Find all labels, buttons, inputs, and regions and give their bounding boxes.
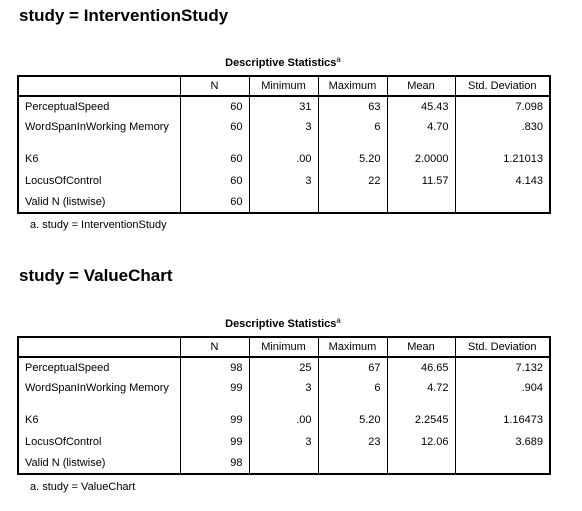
cell-mean: 4.72 <box>386 378 455 410</box>
section-title: study = InterventionStudy <box>19 6 229 25</box>
section-value-chart: study = ValueChart Descriptive Statistic… <box>0 255 582 511</box>
cell-minimum <box>248 453 318 474</box>
cell-mean: 2.0000 <box>386 149 455 171</box>
section-title: study = ValueChart <box>19 266 173 285</box>
cell-maximum: 63 <box>317 96 387 117</box>
cell-mean <box>386 453 455 474</box>
header-row: N Minimum Maximum Mean Std. Deviation <box>18 76 550 97</box>
cell-minimum: 25 <box>248 357 318 378</box>
section-intervention-study: study = InterventionStudy Descriptive St… <box>0 0 582 255</box>
cell-mean: 46.65 <box>386 357 455 378</box>
table-row: Valid N (listwise) 60 <box>18 192 550 213</box>
table-row: LocusOfControl 60 3 22 11.57 4.143 <box>18 171 550 192</box>
row-label: Valid N (listwise) <box>25 196 106 208</box>
cell-minimum: 3 <box>248 171 318 192</box>
cell-n: 99 <box>179 432 249 453</box>
cell-maximum <box>317 192 387 213</box>
table-row: PerceptualSpeed 60 31 63 45.43 7.098 <box>18 96 550 117</box>
column-header: N <box>179 337 249 358</box>
table-caption: Descriptive Statisticsa <box>17 316 549 330</box>
column-header: N <box>179 76 249 97</box>
row-label: WordSpanInWorking Memory <box>25 382 169 394</box>
column-header: Std. Deviation <box>454 76 550 97</box>
cell-minimum: .00 <box>248 410 318 432</box>
table-caption: Descriptive Statisticsa <box>17 55 549 69</box>
header-corner-cell <box>18 76 180 97</box>
cell-n: 60 <box>179 117 249 149</box>
footnote-marker: a <box>336 316 341 325</box>
cell-maximum: 6 <box>317 378 387 410</box>
row-label: LocusOfControl <box>25 175 102 187</box>
cell-std-deviation: 3.689 <box>454 432 550 453</box>
row-label: LocusOfControl <box>25 436 102 448</box>
cell-n: 99 <box>179 378 249 410</box>
cell-maximum: 6 <box>317 117 387 149</box>
column-header: Mean <box>386 76 455 97</box>
footnote-marker: a <box>336 55 341 64</box>
cell-n: 60 <box>179 149 249 171</box>
table-row: WordSpanInWorking Memory 99 3 6 4.72 .90… <box>18 378 550 410</box>
column-header: Maximum <box>317 76 387 97</box>
cell-minimum <box>248 192 318 213</box>
cell-std-deviation: 1.16473 <box>454 410 550 432</box>
cell-std-deviation <box>454 453 550 474</box>
table-caption-text: Descriptive Statistics <box>225 318 337 330</box>
column-header: Minimum <box>248 76 318 97</box>
header-row: N Minimum Maximum Mean Std. Deviation <box>18 337 550 358</box>
cell-n: 60 <box>179 192 249 213</box>
table-caption-text: Descriptive Statistics <box>225 57 337 69</box>
table-row: PerceptualSpeed 98 25 67 46.65 7.132 <box>18 357 550 378</box>
descriptive-statistics-table: N Minimum Maximum Mean Std. Deviation Pe… <box>17 75 551 214</box>
cell-mean: 45.43 <box>386 96 455 117</box>
cell-minimum: 31 <box>248 96 318 117</box>
cell-minimum: 3 <box>248 378 318 410</box>
column-header: Std. Deviation <box>454 337 550 358</box>
cell-maximum: 5.20 <box>317 410 387 432</box>
descriptive-statistics-table: N Minimum Maximum Mean Std. Deviation Pe… <box>17 336 551 475</box>
cell-maximum: 22 <box>317 171 387 192</box>
column-header: Maximum <box>317 337 387 358</box>
cell-minimum: .00 <box>248 149 318 171</box>
column-header: Minimum <box>248 337 318 358</box>
table-row: K6 60 .00 5.20 2.0000 1.21013 <box>18 149 550 171</box>
table-row: WordSpanInWorking Memory 60 3 6 4.70 .83… <box>18 117 550 149</box>
cell-std-deviation: .830 <box>454 117 550 149</box>
row-label: WordSpanInWorking Memory <box>25 121 169 133</box>
cell-minimum: 3 <box>248 432 318 453</box>
table-footnote: a. study = InterventionStudy <box>30 219 167 231</box>
row-label: PerceptualSpeed <box>25 101 110 113</box>
cell-std-deviation: 7.098 <box>454 96 550 117</box>
cell-mean <box>386 192 455 213</box>
cell-minimum: 3 <box>248 117 318 149</box>
cell-mean: 12.06 <box>386 432 455 453</box>
cell-std-deviation: 4.143 <box>454 171 550 192</box>
cell-std-deviation: .904 <box>454 378 550 410</box>
cell-n: 60 <box>179 96 249 117</box>
cell-n: 98 <box>179 357 249 378</box>
cell-maximum: 67 <box>317 357 387 378</box>
table-row: LocusOfControl 99 3 23 12.06 3.689 <box>18 432 550 453</box>
table-row: Valid N (listwise) 98 <box>18 453 550 474</box>
row-label: PerceptualSpeed <box>25 362 110 374</box>
cell-maximum: 5.20 <box>317 149 387 171</box>
column-header: Mean <box>386 337 455 358</box>
row-label: Valid N (listwise) <box>25 457 106 469</box>
row-label: K6 <box>25 153 39 165</box>
cell-n: 98 <box>179 453 249 474</box>
header-corner-cell <box>18 337 180 358</box>
cell-n: 60 <box>179 171 249 192</box>
cell-maximum <box>317 453 387 474</box>
cell-mean: 11.57 <box>386 171 455 192</box>
table-row: K6 99 .00 5.20 2.2545 1.16473 <box>18 410 550 432</box>
row-label: K6 <box>25 414 39 426</box>
cell-std-deviation: 7.132 <box>454 357 550 378</box>
cell-mean: 2.2545 <box>386 410 455 432</box>
cell-mean: 4.70 <box>386 117 455 149</box>
cell-std-deviation <box>454 192 550 213</box>
cell-std-deviation: 1.21013 <box>454 149 550 171</box>
table-footnote: a. study = ValueChart <box>30 481 136 493</box>
cell-n: 99 <box>179 410 249 432</box>
cell-maximum: 23 <box>317 432 387 453</box>
